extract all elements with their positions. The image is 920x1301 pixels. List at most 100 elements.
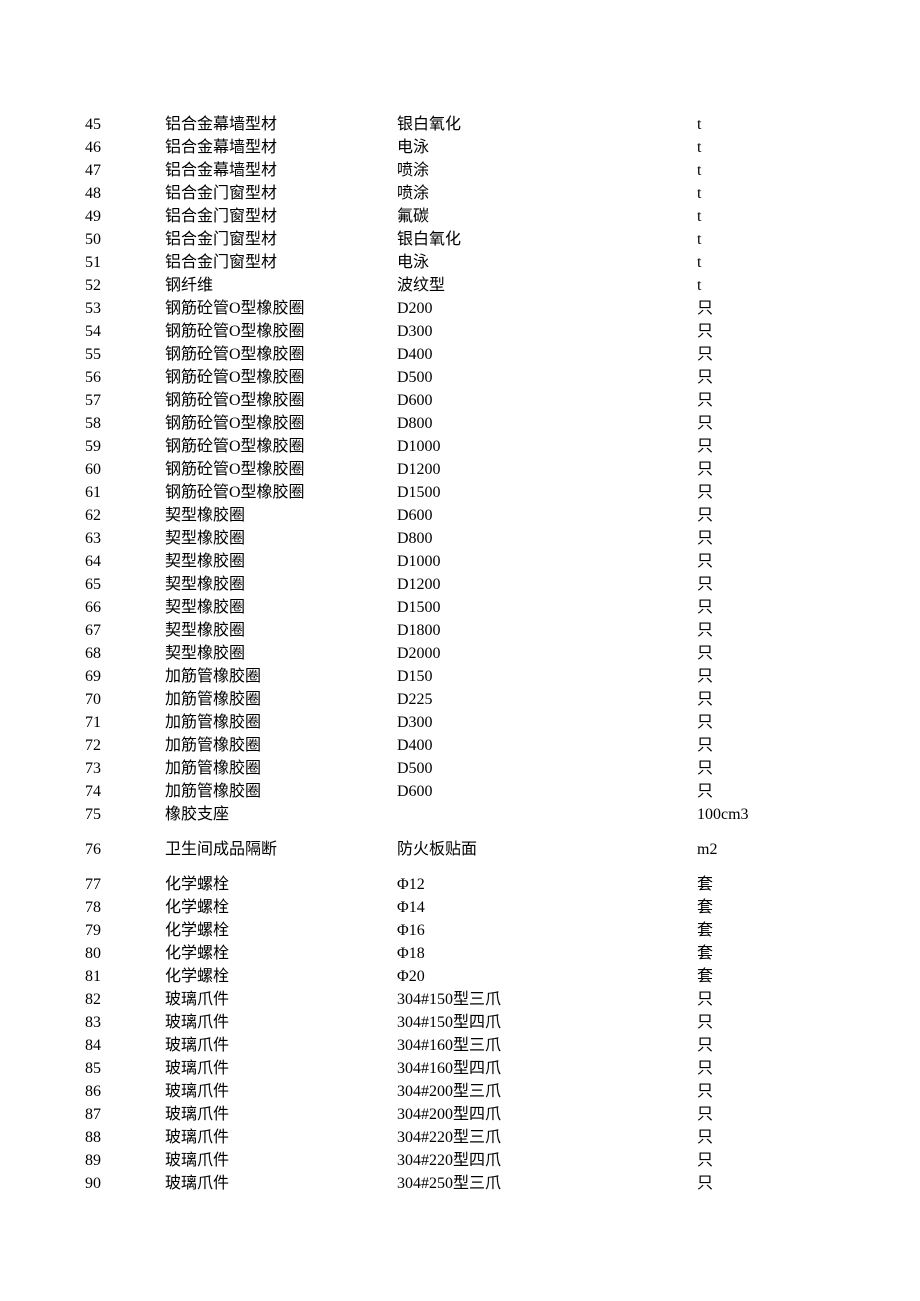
material-unit: t — [697, 182, 835, 205]
material-unit: 只 — [697, 688, 835, 711]
material-name: 加筋管橡胶圈 — [165, 665, 397, 688]
table-row: 86玻璃爪件304#200型三爪只 — [85, 1080, 835, 1103]
material-name: 钢筋砼管O型橡胶圈 — [165, 366, 397, 389]
material-name: 玻璃爪件 — [165, 1126, 397, 1149]
material-unit: t — [697, 251, 835, 274]
material-unit: 只 — [697, 527, 835, 550]
material-spec: 喷涂 — [397, 182, 697, 205]
table-row: 71加筋管橡胶圈D300只 — [85, 711, 835, 734]
material-spec: 304#200型三爪 — [397, 1080, 697, 1103]
table-row: 45铝合金幕墙型材银白氧化t — [85, 113, 835, 136]
material-unit: 只 — [697, 780, 835, 803]
material-unit: 只 — [697, 389, 835, 412]
row-number: 73 — [85, 757, 165, 780]
material-name: 铝合金幕墙型材 — [165, 113, 397, 136]
material-name: 玻璃爪件 — [165, 1103, 397, 1126]
table-row: 67契型橡胶圈D1800只 — [85, 619, 835, 642]
table-row: 89玻璃爪件304#220型四爪只 — [85, 1149, 835, 1172]
material-unit: 只 — [697, 550, 835, 573]
table-row: 61钢筋砼管O型橡胶圈D1500只 — [85, 481, 835, 504]
row-number: 53 — [85, 297, 165, 320]
material-unit: 100cm3 — [697, 803, 835, 826]
materials-table: 45铝合金幕墙型材银白氧化t46铝合金幕墙型材电泳t47铝合金幕墙型材喷涂t48… — [85, 113, 835, 1195]
material-unit: 只 — [697, 458, 835, 481]
row-number: 45 — [85, 113, 165, 136]
row-number: 51 — [85, 251, 165, 274]
row-number: 79 — [85, 919, 165, 942]
material-spec: D600 — [397, 780, 697, 803]
material-unit: 只 — [697, 320, 835, 343]
table-row: 64契型橡胶圈D1000只 — [85, 550, 835, 573]
material-spec: 304#150型三爪 — [397, 988, 697, 1011]
row-number: 80 — [85, 942, 165, 965]
material-spec: D225 — [397, 688, 697, 711]
material-spec: D1500 — [397, 481, 697, 504]
material-name: 铝合金门窗型材 — [165, 228, 397, 251]
material-name: 铝合金幕墙型材 — [165, 136, 397, 159]
material-spec: D1000 — [397, 550, 697, 573]
material-spec: 304#200型四爪 — [397, 1103, 697, 1126]
material-name: 加筋管橡胶圈 — [165, 688, 397, 711]
row-number: 74 — [85, 780, 165, 803]
table-row: 84玻璃爪件304#160型三爪只 — [85, 1034, 835, 1057]
row-number: 82 — [85, 988, 165, 1011]
row-number: 68 — [85, 642, 165, 665]
material-spec: D150 — [397, 665, 697, 688]
table-row: 66契型橡胶圈D1500只 — [85, 596, 835, 619]
material-spec: 电泳 — [397, 136, 697, 159]
material-spec: D400 — [397, 343, 697, 366]
material-name: 契型橡胶圈 — [165, 504, 397, 527]
material-spec: 304#220型三爪 — [397, 1126, 697, 1149]
material-spec: Φ16 — [397, 919, 697, 942]
material-unit: 只 — [697, 734, 835, 757]
table-row: 72加筋管橡胶圈D400只 — [85, 734, 835, 757]
material-spec — [397, 803, 697, 826]
row-number: 87 — [85, 1103, 165, 1126]
material-unit: 只 — [697, 1126, 835, 1149]
material-unit: 只 — [697, 711, 835, 734]
table-row: 55钢筋砼管O型橡胶圈D400只 — [85, 343, 835, 366]
material-unit: 只 — [697, 665, 835, 688]
material-name: 铝合金幕墙型材 — [165, 159, 397, 182]
row-number: 61 — [85, 481, 165, 504]
material-spec: D800 — [397, 412, 697, 435]
table-row: 63契型橡胶圈D800只 — [85, 527, 835, 550]
material-unit: 只 — [697, 1149, 835, 1172]
row-number: 81 — [85, 965, 165, 988]
material-unit: 只 — [697, 435, 835, 458]
table-row: 51铝合金门窗型材电泳t — [85, 251, 835, 274]
material-spec: 304#160型三爪 — [397, 1034, 697, 1057]
material-name: 钢筋砼管O型橡胶圈 — [165, 320, 397, 343]
material-spec: 银白氧化 — [397, 228, 697, 251]
material-unit: 只 — [697, 642, 835, 665]
material-unit: 只 — [697, 504, 835, 527]
material-name: 契型橡胶圈 — [165, 550, 397, 573]
material-spec: D600 — [397, 504, 697, 527]
material-spec: 304#160型四爪 — [397, 1057, 697, 1080]
material-unit: 套 — [697, 873, 835, 896]
row-number: 47 — [85, 159, 165, 182]
row-number: 63 — [85, 527, 165, 550]
material-spec: D200 — [397, 297, 697, 320]
material-spec: Φ18 — [397, 942, 697, 965]
material-name: 化学螺栓 — [165, 896, 397, 919]
table-row: 54钢筋砼管O型橡胶圈D300只 — [85, 320, 835, 343]
table-row: 87玻璃爪件304#200型四爪只 — [85, 1103, 835, 1126]
row-number: 57 — [85, 389, 165, 412]
row-number: 52 — [85, 274, 165, 297]
table-row: 82玻璃爪件304#150型三爪只 — [85, 988, 835, 1011]
material-unit: 只 — [697, 1011, 835, 1034]
table-row: 83玻璃爪件304#150型四爪只 — [85, 1011, 835, 1034]
row-number: 65 — [85, 573, 165, 596]
material-unit: 只 — [697, 619, 835, 642]
row-number: 69 — [85, 665, 165, 688]
material-spec: 波纹型 — [397, 274, 697, 297]
material-name: 玻璃爪件 — [165, 1011, 397, 1034]
material-spec: 电泳 — [397, 251, 697, 274]
row-number: 85 — [85, 1057, 165, 1080]
material-name: 钢筋砼管O型橡胶圈 — [165, 481, 397, 504]
table-row: 70加筋管橡胶圈D225只 — [85, 688, 835, 711]
row-number: 84 — [85, 1034, 165, 1057]
row-number: 49 — [85, 205, 165, 228]
material-unit: t — [697, 228, 835, 251]
